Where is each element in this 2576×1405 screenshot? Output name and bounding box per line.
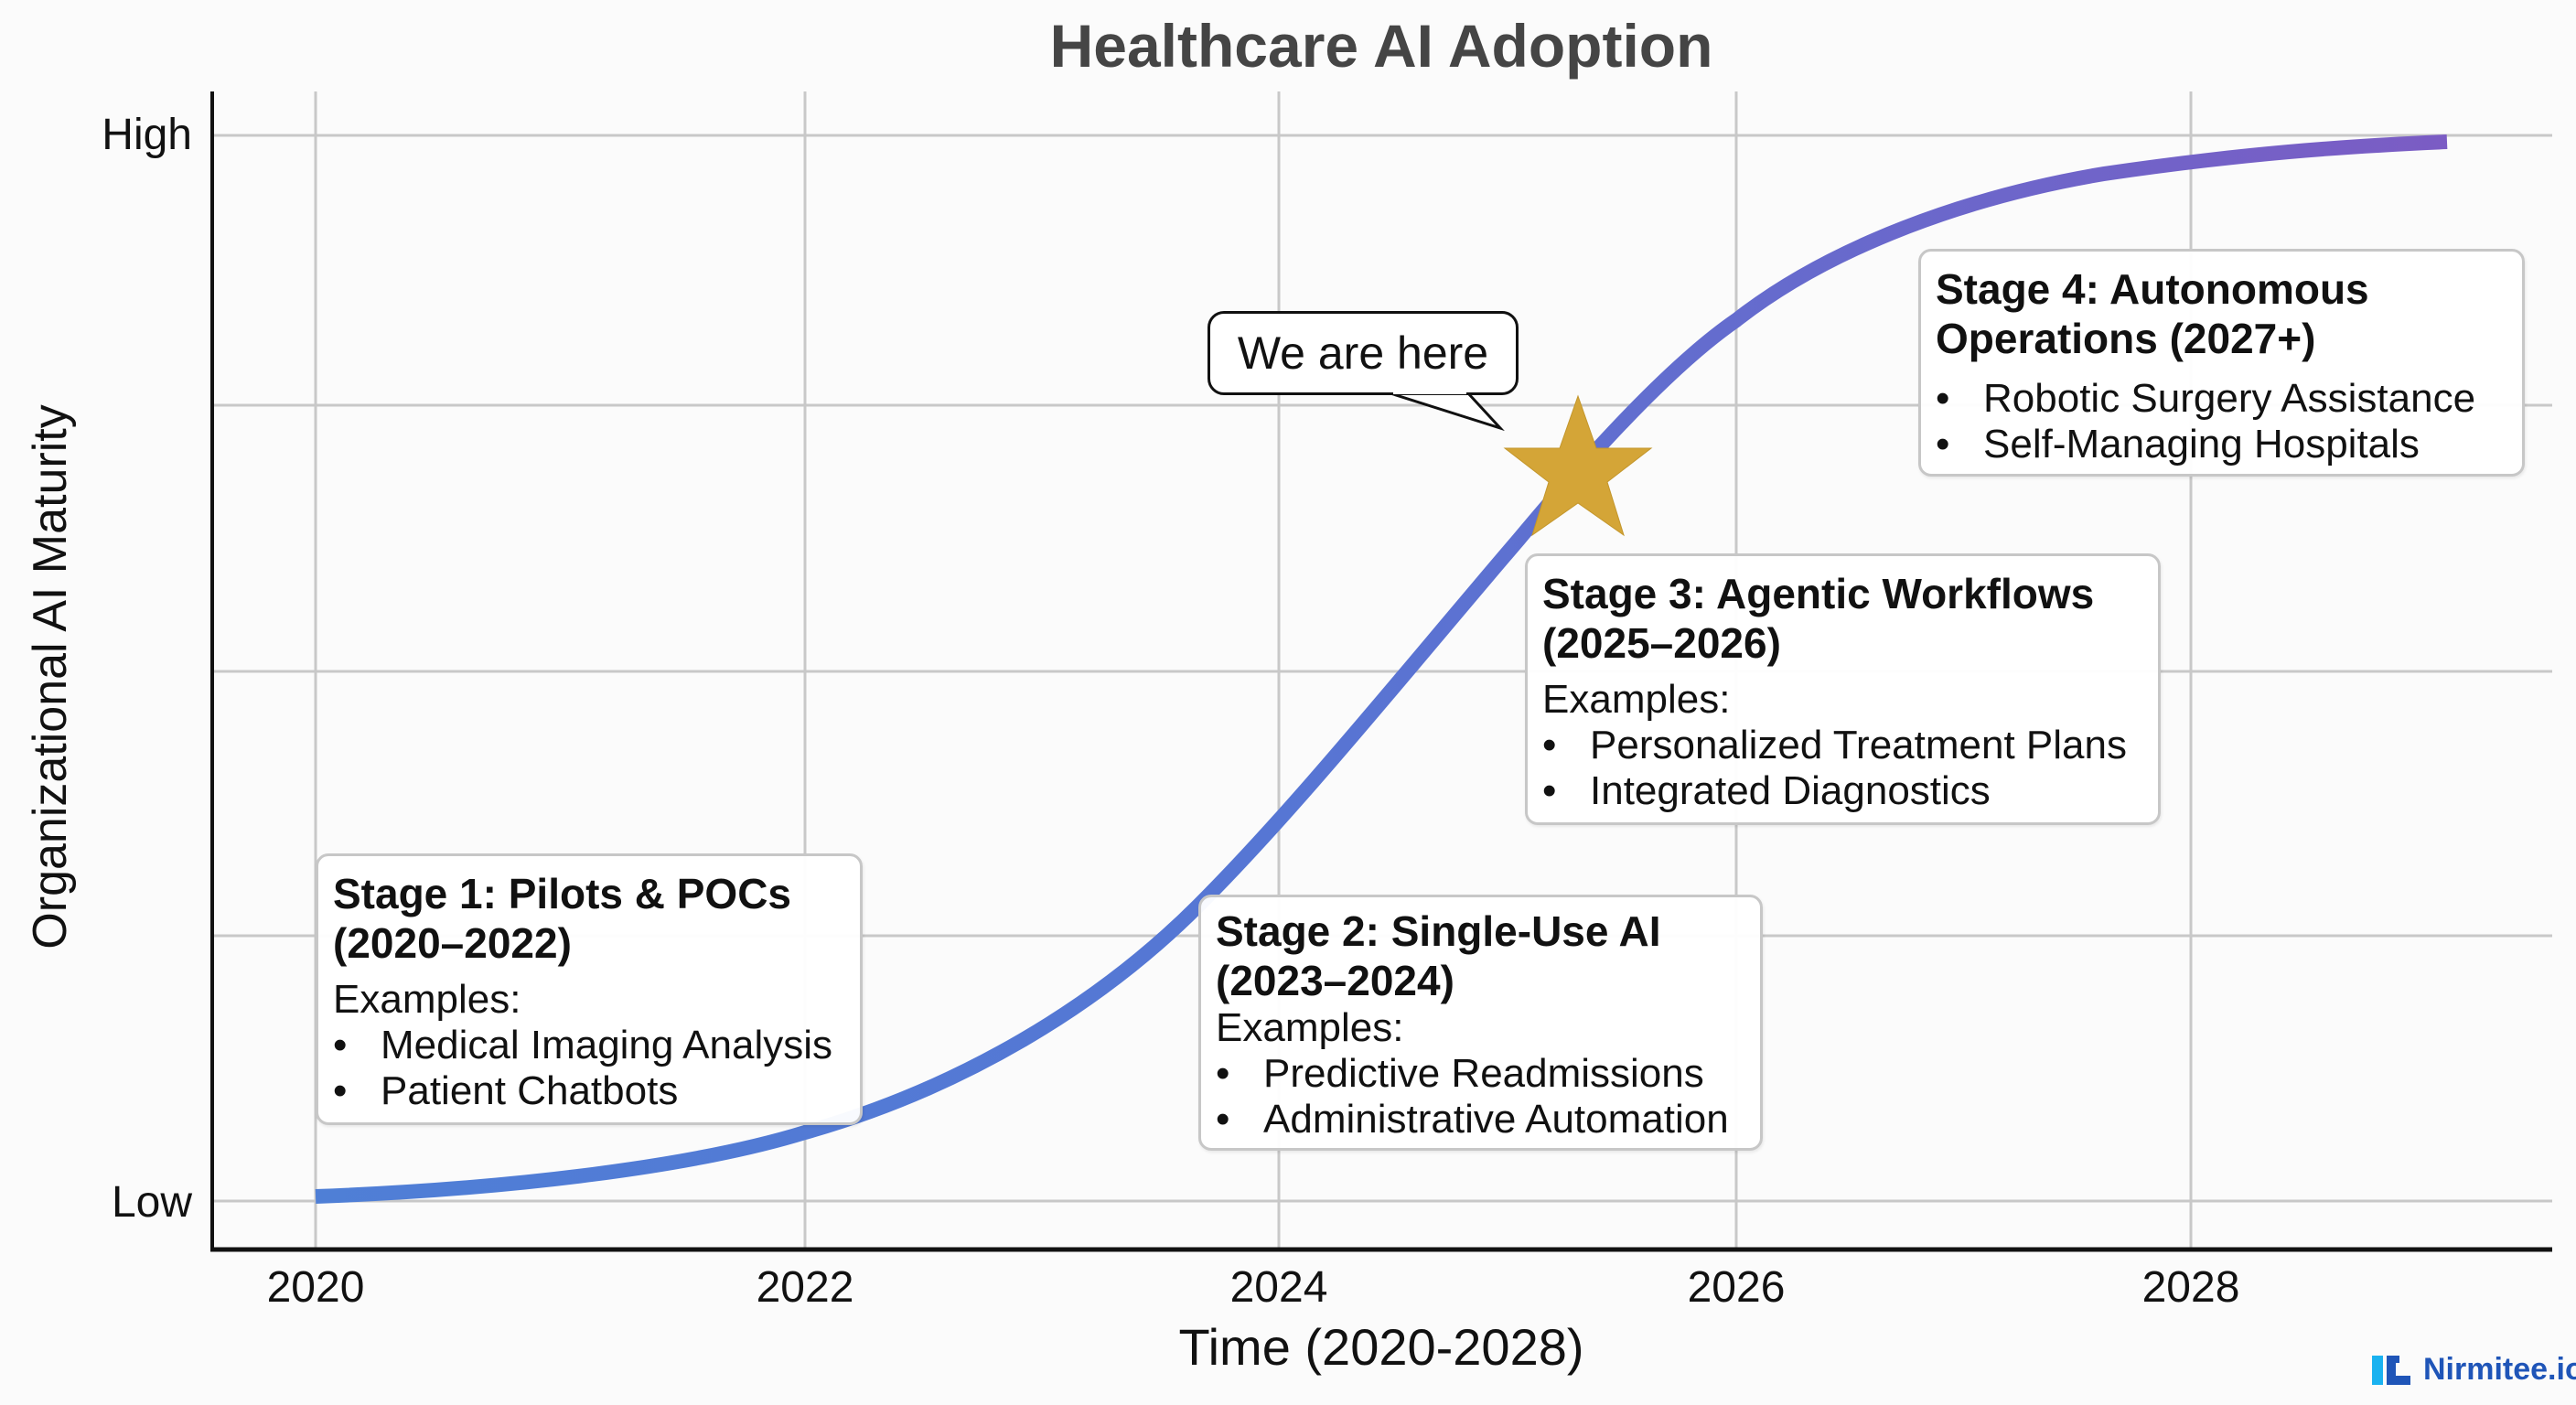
adoption-curve — [315, 134, 2448, 1204]
list-item: • Predictive Readmissions — [1216, 1051, 1745, 1097]
x-tick-2020: 2020 — [266, 1263, 365, 1312]
list-item: • Medical Imaging Analysis — [333, 1023, 845, 1068]
stage-2-title-line2: (2023–2024) — [1216, 957, 1454, 1004]
example-text: Predictive Readmissions — [1263, 1051, 1704, 1096]
x-axis-label: Time (2020-2028) — [1178, 1318, 1584, 1376]
example-text: Patient Chatbots — [381, 1068, 679, 1113]
x-tick-2026: 2026 — [1687, 1263, 1786, 1312]
y-tick-high: High — [102, 111, 192, 159]
y-axis-label: Organizational AI Maturity — [24, 404, 77, 949]
stage-3-examples: • Personalized Treatment Plans • Integrate… — [1542, 723, 2143, 814]
stage-3-title-line2: (2025–2026) — [1542, 619, 1781, 667]
stage-1-box: Stage 1: Pilots & POCs (2020–2022) Examp… — [316, 853, 863, 1125]
stage-3-box: Stage 3: Agentic Workflows (2025–2026) E… — [1525, 553, 2161, 825]
logo-text: Nirmitee.io — [2423, 1352, 2576, 1387]
y-tick-low: Low — [111, 1178, 192, 1227]
stage-1-title-line2: (2020–2022) — [333, 919, 572, 967]
nirmitee-logo-icon — [2372, 1355, 2410, 1385]
x-tick-2024: 2024 — [1229, 1263, 1328, 1312]
stage-2-title: Stage 2: Single-Use AI (2023–2024) — [1216, 906, 1745, 1005]
example-text: Personalized Treatment Plans — [1590, 723, 2127, 767]
stage-2-examples: • Predictive Readmissions • Administrative… — [1216, 1051, 1745, 1142]
stage-2-examples-label: Examples: — [1216, 1005, 1404, 1050]
stage-1-examples-label: Examples: — [333, 977, 521, 1022]
stage-4-examples: • Robotic Surgery Assistance • Self-Managi… — [1936, 376, 2507, 467]
bullet-icon: • — [1936, 376, 1950, 421]
x-tick-2022: 2022 — [756, 1263, 854, 1312]
list-item: • Integrated Diagnostics — [1542, 768, 2143, 814]
example-text: Integrated Diagnostics — [1590, 768, 1991, 813]
stage-3-examples-label: Examples: — [1542, 677, 1731, 722]
bullet-icon: • — [333, 1068, 348, 1113]
stage-1-examples: • Medical Imaging Analysis • Patient Chatb… — [333, 1023, 845, 1114]
bullet-icon: • — [333, 1023, 348, 1067]
nirmitee-logo: Nirmitee.io — [2372, 1352, 2576, 1388]
stage-2-box: Stage 2: Single-Use AI (2023–2024) Examp… — [1198, 895, 1763, 1151]
chart-title: Healthcare AI Adoption — [1049, 12, 1713, 80]
stage-4-title-line1: Stage 4: Autonomous — [1936, 265, 2369, 313]
bullet-icon: • — [1542, 723, 1557, 767]
bullet-icon: • — [1542, 768, 1557, 813]
we-are-here-callout: We are here — [1208, 311, 1519, 395]
stage-3-title: Stage 3: Agentic Workflows (2025–2026) — [1542, 569, 2143, 668]
list-item: • Personalized Treatment Plans — [1542, 723, 2143, 768]
stage-4-title-line2: Operations (2027+) — [1936, 315, 2316, 362]
stage-4-box: Stage 4: Autonomous Operations (2027+) •… — [1918, 249, 2525, 477]
example-text: Administrative Automation — [1263, 1097, 1729, 1142]
list-item: • Robotic Surgery Assistance — [1936, 376, 2507, 422]
example-text: Self-Managing Hospitals — [1983, 422, 2420, 467]
list-item: • Administrative Automation — [1216, 1097, 1745, 1142]
example-text: Robotic Surgery Assistance — [1983, 376, 2476, 421]
stage-2-title-line1: Stage 2: Single-Use AI — [1216, 907, 1661, 955]
list-item: • Self-Managing Hospitals — [1936, 422, 2507, 467]
bullet-icon: • — [1216, 1097, 1230, 1142]
stage-3-title-line1: Stage 3: Agentic Workflows — [1542, 570, 2095, 617]
stage-1-title-line1: Stage 1: Pilots & POCs — [333, 870, 792, 917]
list-item: • Patient Chatbots — [333, 1068, 845, 1114]
x-tick-2028: 2028 — [2141, 1263, 2240, 1312]
stage-1-title: Stage 1: Pilots & POCs (2020–2022) — [333, 869, 845, 968]
bullet-icon: • — [1216, 1051, 1230, 1096]
example-text: Medical Imaging Analysis — [381, 1023, 833, 1067]
bullet-icon: • — [1936, 422, 1950, 467]
stage-4-title: Stage 4: Autonomous Operations (2027+) — [1936, 264, 2507, 363]
